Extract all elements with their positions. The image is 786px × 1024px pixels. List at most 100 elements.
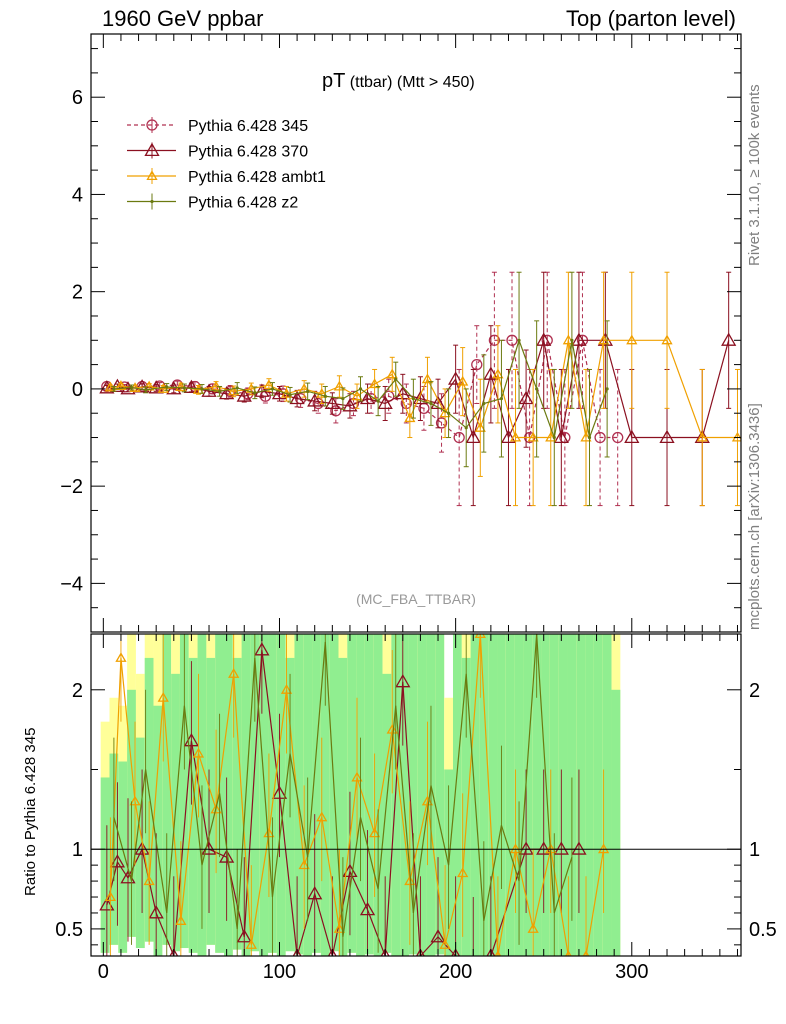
marker-triangle (115, 380, 127, 391)
marker-triangle (289, 390, 305, 405)
marker-triangle (307, 393, 323, 407)
ratio-data-layer (99, 634, 621, 956)
marker-dot (144, 388, 148, 392)
marker-triangle (439, 939, 451, 949)
ratio-band-inner (338, 657, 348, 956)
marker-triangle (518, 841, 534, 855)
marker-triangle (626, 334, 638, 345)
marker-triangle (351, 771, 363, 782)
marker-triangle (518, 390, 534, 405)
marker-circle (435, 417, 448, 429)
marker-triangle (661, 334, 673, 345)
ratio-band-inner (541, 634, 550, 956)
marker-triangle (509, 431, 522, 442)
ratio-band-inner (373, 634, 383, 956)
marker-triangle (597, 843, 610, 854)
marker-triangle (324, 395, 340, 410)
marker-dot (499, 397, 504, 401)
marker-dot (217, 389, 222, 393)
marker-triangle (474, 421, 486, 432)
ratio-series-line (109, 634, 605, 956)
marker-triangle (134, 379, 150, 393)
ratio-band-inner (514, 634, 524, 956)
marker-dot (306, 389, 310, 393)
marker-triangle (333, 923, 345, 933)
ratio-plot-panel: 0.5 0.5 1 1 2 2 0 100 200 300 (55, 633, 777, 983)
ratio-band-inner (179, 634, 189, 949)
marker-circle (594, 431, 606, 444)
ratio-band-inner (505, 634, 515, 956)
marker-dot (570, 338, 574, 342)
ratio-band-inner (585, 634, 594, 956)
marker-triangle (183, 379, 200, 393)
marker-dot (394, 377, 398, 381)
y-tick-label: −2 (60, 476, 83, 498)
marker-triangle (404, 875, 416, 886)
marker-triangle (263, 379, 275, 390)
marker-dot (165, 385, 169, 389)
marker-triangle (129, 795, 141, 806)
marker-triangle (342, 398, 358, 412)
x-tick-label: 0 (98, 961, 109, 983)
marker-circle (330, 405, 342, 417)
ratio-band-inner (250, 634, 260, 952)
marker-triangle (351, 390, 363, 401)
marker-triangle (104, 891, 116, 902)
marker-triangle (597, 334, 610, 345)
marker-triangle (553, 429, 569, 444)
main-plot-panel: −4 −2 0 2 4 6 (60, 33, 742, 633)
marker-triangle (721, 332, 737, 346)
marker-dot (552, 435, 556, 440)
marker-triangle (359, 390, 376, 405)
marker-triangle (254, 642, 270, 656)
ratio-band-inner (400, 634, 409, 956)
marker-dot (411, 397, 415, 401)
ratio-band-inner (452, 634, 462, 956)
marker-triangle (465, 429, 481, 444)
marker-dot (535, 387, 539, 391)
ratio-band-inner (268, 634, 277, 953)
y-tick-label: 2 (72, 680, 83, 702)
marker-dot (200, 387, 204, 391)
ratio-band-inner (320, 634, 330, 956)
legend-label: Pythia 6.428 ambt1 (188, 169, 326, 186)
y-tick-label: −4 (60, 573, 83, 595)
legend-label: Pythia 6.428 345 (188, 118, 308, 135)
ratio-series-z2 (113, 634, 573, 956)
x-tick-label: 200 (439, 961, 472, 983)
marker-triangle (474, 634, 486, 639)
marker-triangle (263, 827, 275, 838)
marker-triangle (169, 948, 179, 956)
marker-triangle (271, 385, 288, 400)
marker-triangle (430, 395, 446, 410)
y-tick-label: 6 (72, 87, 83, 109)
marker-triangle (316, 811, 328, 822)
ratio-band-inner (312, 634, 321, 953)
marker-triangle (307, 886, 323, 900)
ratio-band-inner (417, 634, 427, 956)
marker-dot (429, 401, 433, 406)
marker-triangle (280, 683, 293, 694)
marker-triangle (210, 803, 222, 814)
ratio-band-inner (294, 634, 304, 955)
marker-triangle (157, 691, 169, 702)
ratio-band-inner (276, 634, 286, 956)
ratio-band-inner (153, 705, 163, 956)
marker-triangle (192, 747, 205, 758)
marker-triangle (527, 431, 539, 442)
ratio-band-inner (479, 634, 489, 956)
marker-triangle (271, 785, 288, 799)
process-label: Top (parton level) (566, 6, 736, 31)
marker-triangle (430, 929, 446, 943)
marker-triangle (457, 375, 469, 386)
ratio-band-inner (611, 689, 621, 956)
marker-triangle (236, 929, 252, 943)
marker-triangle (115, 652, 127, 662)
marker-triangle (457, 867, 469, 878)
marker-triangle (148, 905, 164, 919)
legend: Pythia 6.428 345 Pythia 6.428 370 Pythia 6… (127, 117, 326, 212)
ratio-band-inner (259, 634, 269, 956)
marker-dot (605, 387, 609, 391)
marker-triangle (448, 371, 464, 385)
